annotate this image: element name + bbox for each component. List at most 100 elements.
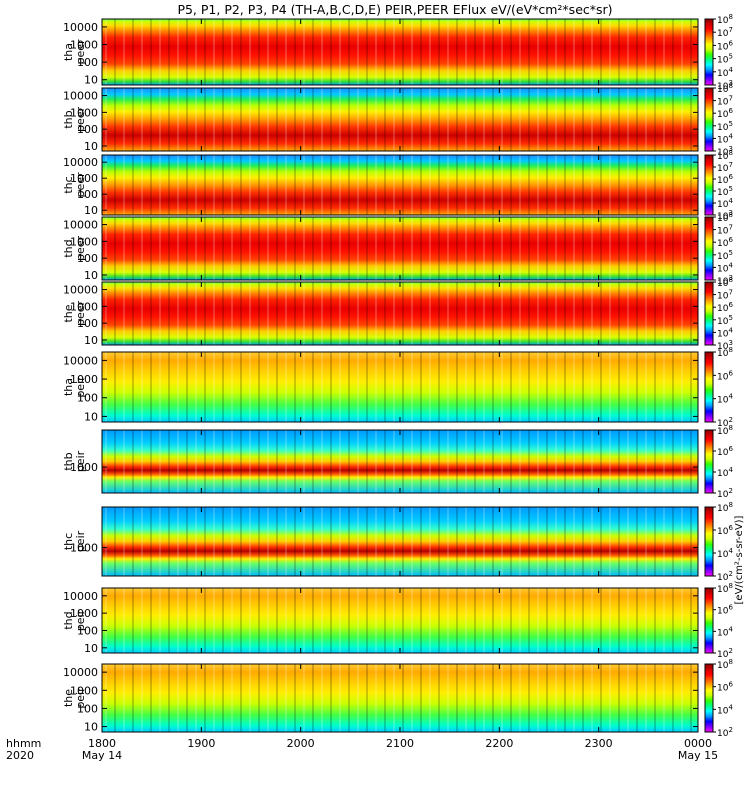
- figure-title: P5, P1, P2, P3, P4 (TH-A,B,C,D,E) PEIR,P…: [177, 2, 612, 17]
- y-tick-label: 10: [84, 204, 98, 217]
- panel-probe-label: thd: [62, 611, 75, 629]
- panel-frame: [101, 18, 699, 86]
- colorbar-stack: 1031041051061071081031041051061071081031…: [704, 13, 745, 739]
- x-tick-label: 2200: [485, 737, 513, 750]
- colorbar-tick-label: 108: [717, 13, 733, 26]
- colorbar-gradient: [704, 281, 714, 346]
- x-tick-label: 2000: [287, 737, 315, 750]
- panel-frame: [101, 587, 699, 654]
- y-tick-label: 100: [77, 123, 98, 136]
- colorbar-gradient: [704, 429, 714, 494]
- panel-product-label: peir: [74, 376, 87, 398]
- colorbar-tick-label: 102: [717, 726, 733, 739]
- y-tick-label: 1000: [70, 300, 98, 313]
- panel-probe-label: thb: [62, 110, 75, 128]
- y-tick-label: 10000: [63, 219, 98, 232]
- y-tick-label: 1000: [70, 39, 98, 52]
- colorbar-tick-label: 105: [717, 249, 733, 262]
- panel-the-peir: 10 100 1000 10000 the peir: [62, 663, 699, 734]
- panel-probe-label: thc: [62, 176, 75, 193]
- x-tick-label: 2100: [386, 737, 414, 750]
- panel-frame: [101, 281, 699, 346]
- colorbar-tick-label: 106: [717, 681, 733, 694]
- colorbar-tick-label: 102: [717, 487, 733, 500]
- colorbar-tick-label: 106: [717, 524, 733, 537]
- panel-frame: [101, 154, 699, 216]
- y-tick-label: 10000: [63, 666, 98, 679]
- colorbar-tick-label: 108: [717, 501, 733, 514]
- x-tick-label: 1900: [187, 737, 215, 750]
- colorbar-tick-label: 104: [717, 261, 733, 274]
- panel-probe-label: tha: [62, 43, 75, 61]
- spectrogram-thd-peer: [102, 217, 698, 280]
- y-tick-label: 10000: [63, 156, 98, 169]
- y-tick-label: 10: [84, 721, 98, 734]
- panel-frame: [101, 351, 699, 423]
- y-tick-label: 10000: [63, 90, 98, 103]
- y-tick-label: 10: [84, 269, 98, 282]
- y-tick-label: 1000: [70, 607, 98, 620]
- panel-frame: [101, 506, 699, 577]
- colorbar-tick-label: 106: [717, 301, 733, 314]
- colorbar-tick-label: 106: [717, 369, 733, 382]
- y-tick-label: 1000: [70, 373, 98, 386]
- y-tick-label: 1000: [70, 172, 98, 185]
- panel-thc-peer: 10 100 1000 10000 thc peer: [62, 154, 699, 217]
- y-tick-label: 100: [77, 56, 98, 69]
- y-tick-label: 100: [77, 188, 98, 201]
- panel-product-label: peer: [74, 39, 87, 65]
- colorbar-tick-label: 104: [717, 393, 733, 406]
- colorbar-tick-label: 105: [717, 53, 733, 66]
- y-tick-label: 10000: [63, 590, 98, 603]
- panel-product-label: peer: [74, 301, 87, 327]
- y-tick-label: 10000: [63, 284, 98, 297]
- spectrogram-thb-peer: [102, 88, 698, 151]
- colorbar-gradient: [704, 154, 714, 216]
- panel-thb-peer: 10 100 1000 10000 thb peer: [62, 87, 699, 153]
- y-tick-label: 100: [77, 252, 98, 265]
- y-tick-label: 10000: [63, 21, 98, 34]
- panel-product-label: peir: [74, 609, 87, 631]
- colorbar-gradient: [704, 216, 714, 281]
- y-tick-label: 100: [77, 702, 98, 715]
- panel-frame: [101, 87, 699, 152]
- spectrogram-thc-peer: [102, 155, 698, 215]
- y-tick-label: 1000: [70, 461, 98, 474]
- colorbar-tick-label: 104: [717, 547, 733, 560]
- panel-product-label: peir: [74, 450, 87, 472]
- x-axis-year-label: 2020: [6, 749, 34, 762]
- colorbar-tick-label: 106: [717, 445, 733, 458]
- spectrogram-tha-peir: [102, 352, 698, 422]
- y-tick-label: 1000: [70, 235, 98, 248]
- y-tick-label: 1000: [70, 542, 98, 555]
- colorbar-tick-label: 107: [717, 26, 733, 39]
- y-tick-label: 10: [84, 334, 98, 347]
- panel-tha-peer: 10 100 1000 10000 tha peer: [62, 18, 699, 87]
- y-tick-label: 10000: [63, 354, 98, 367]
- y-tick-label: 10: [84, 642, 98, 655]
- x-date-label: May 15: [678, 749, 718, 762]
- panel-product-label: peir: [74, 530, 87, 552]
- panel-product-label: peer: [74, 172, 87, 198]
- colorbar-tick-label: 107: [717, 95, 733, 108]
- colorbar-gradient: [704, 587, 714, 654]
- spectrogram-thc-peir: [102, 507, 698, 576]
- colorbar-tick-label: 107: [717, 224, 733, 237]
- colorbar-gradient: [704, 18, 714, 86]
- y-tick-label: 100: [77, 392, 98, 405]
- spectrogram-tha-peer: [102, 19, 698, 85]
- colorbar-tick-label: 105: [717, 120, 733, 133]
- y-tick-label: 10: [84, 74, 98, 87]
- colorbar-gradient: [704, 351, 714, 423]
- y-tick-label: 1000: [70, 106, 98, 119]
- panel-the-peer: 10 100 1000 10000 the peer: [62, 281, 699, 347]
- panel-product-label: peer: [74, 236, 87, 262]
- y-tick-label: 10: [84, 140, 98, 153]
